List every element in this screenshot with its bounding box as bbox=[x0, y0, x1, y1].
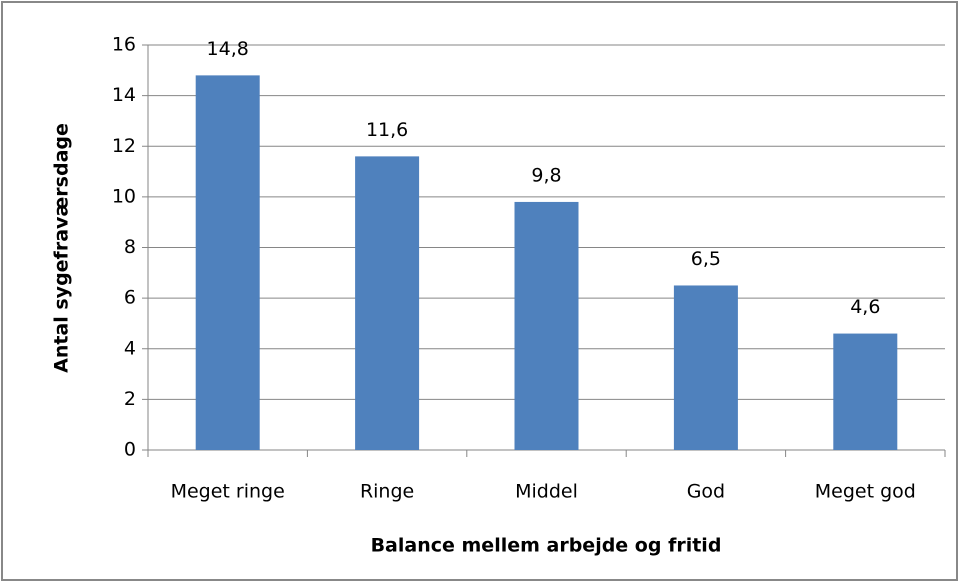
x-tick-label: Middel bbox=[515, 481, 578, 503]
bar bbox=[355, 156, 420, 450]
y-tick-label: 0 bbox=[124, 439, 136, 461]
y-tick-label: 4 bbox=[124, 337, 136, 359]
x-tick-label: Meget god bbox=[815, 481, 916, 503]
data-label: 11,6 bbox=[366, 119, 408, 141]
bar bbox=[833, 333, 898, 450]
data-label: 4,6 bbox=[850, 296, 880, 318]
data-label: 9,8 bbox=[531, 164, 561, 186]
x-axis-title: Balance mellem arbejde og fritid bbox=[371, 535, 722, 557]
y-tick-label: 10 bbox=[112, 185, 136, 207]
y-tick-label: 8 bbox=[124, 236, 136, 258]
bar bbox=[673, 285, 738, 450]
x-tick-label: God bbox=[687, 481, 725, 503]
x-tick-label: Meget ringe bbox=[171, 481, 285, 503]
y-tick-label: 16 bbox=[112, 34, 136, 56]
y-axis-title: Antal sygefraværsdage bbox=[51, 123, 73, 373]
y-tick-label: 6 bbox=[124, 287, 136, 309]
data-label: 6,5 bbox=[691, 248, 721, 270]
x-tick-label: Ringe bbox=[360, 481, 414, 503]
bar bbox=[195, 75, 260, 450]
y-tick-label: 2 bbox=[124, 388, 136, 410]
data-label: 14,8 bbox=[207, 38, 249, 60]
y-tick-label: 14 bbox=[112, 84, 136, 106]
bar bbox=[514, 201, 579, 450]
y-tick-label: 12 bbox=[112, 135, 136, 157]
